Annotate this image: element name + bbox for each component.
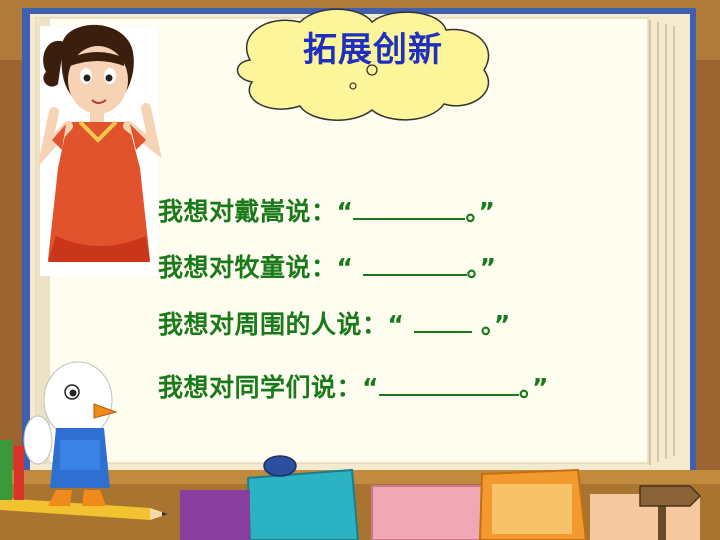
prompt-text: 我想对牧童说：“ [158,253,363,282]
prompt-line-3: 我想对周围的人说：“ 。” [158,305,511,341]
thought-cloud [236,8,490,121]
prompt-text: 我想对周围的人说：“ [158,310,414,339]
answer-blank[interactable] [362,252,467,276]
prompt-end: 。” [465,197,496,226]
prompt-text: 我想对同学们说：“ [158,373,379,402]
answer-blank[interactable] [378,372,519,396]
duck-illustration [23,361,118,506]
prompt-line-1: 我想对戴嵩说：“ 。” [158,192,495,228]
girl-illustration [37,24,162,276]
answer-blank[interactable] [353,196,466,220]
bottom-decor [0,440,720,540]
section-title: 拓展创新 [303,30,443,70]
prompt-text: 我想对戴嵩说：“ [158,197,354,226]
prompt-end: 。” [471,310,511,339]
prompt-end: 。” [466,253,497,282]
prompt-line-2: 我想对牧童说：“ 。” [158,248,497,284]
prompt-line-4: 我想对同学们说：“ 。” [158,368,549,404]
answer-blank[interactable] [413,309,472,333]
prompt-end: 。” [518,373,549,402]
